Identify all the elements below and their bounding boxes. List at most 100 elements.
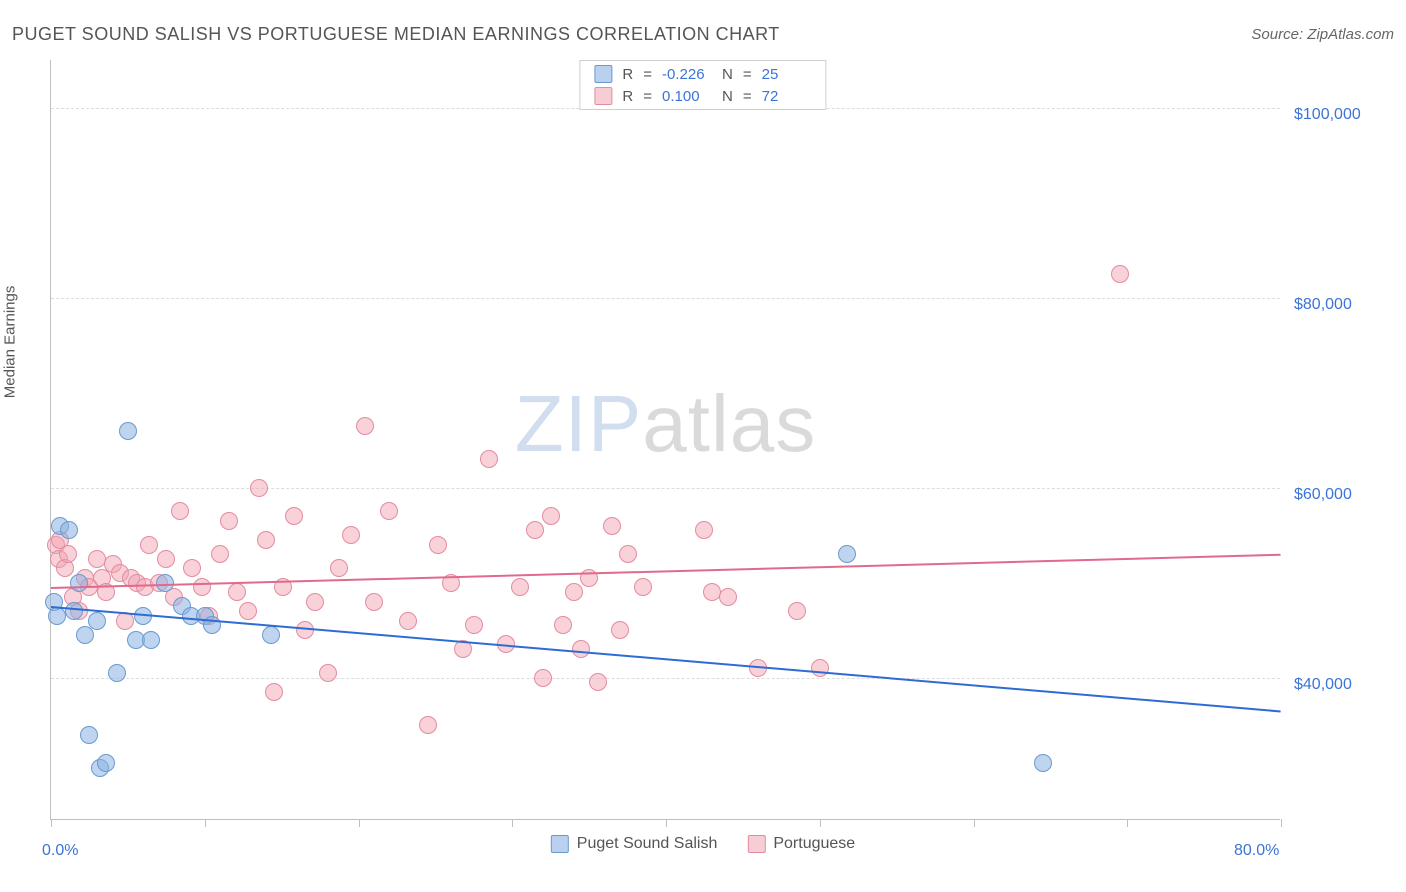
y-axis-label: Median Earnings [2, 286, 19, 399]
x-tick [1127, 819, 1128, 827]
data-point-pink [157, 550, 175, 568]
y-tick-label: $40,000 [1294, 676, 1352, 694]
data-point-blue [838, 545, 856, 563]
data-point-pink [211, 545, 229, 563]
n-value-pink: 72 [762, 88, 812, 105]
data-point-pink [319, 664, 337, 682]
data-point-blue [1034, 754, 1052, 772]
data-point-pink [695, 521, 713, 539]
x-tick [512, 819, 513, 827]
data-point-blue [97, 754, 115, 772]
data-point-pink [171, 502, 189, 520]
r-value-pink: 0.100 [662, 88, 712, 105]
data-point-pink [811, 659, 829, 677]
gridline [51, 298, 1280, 299]
data-point-pink [788, 602, 806, 620]
data-point-pink [257, 531, 275, 549]
watermark: ZIPatlas [515, 378, 816, 470]
data-point-pink [419, 716, 437, 734]
data-point-pink [239, 602, 257, 620]
data-point-pink [220, 512, 238, 530]
data-point-pink [465, 616, 483, 634]
data-point-blue [156, 574, 174, 592]
legend-item-blue: Puget Sound Salish [551, 835, 718, 853]
swatch-pink-icon [594, 87, 612, 105]
data-point-pink [228, 583, 246, 601]
data-point-blue [65, 602, 83, 620]
x-tick [820, 819, 821, 827]
data-point-blue [262, 626, 280, 644]
x-tick [666, 819, 667, 827]
legend-label-pink: Portuguese [773, 835, 855, 853]
stats-row-blue: R = -0.226 N = 25 [580, 63, 825, 85]
data-point-pink [511, 578, 529, 596]
data-point-pink [140, 536, 158, 554]
data-point-pink [572, 640, 590, 658]
data-point-pink [534, 669, 552, 687]
data-point-pink [719, 588, 737, 606]
data-point-blue [108, 664, 126, 682]
data-point-blue [80, 726, 98, 744]
gridline [51, 678, 1280, 679]
data-point-pink [603, 517, 621, 535]
y-tick-label: $100,000 [1294, 106, 1361, 124]
data-point-pink [365, 593, 383, 611]
r-value-blue: -0.226 [662, 66, 712, 83]
data-point-pink [356, 417, 374, 435]
data-point-pink [554, 616, 572, 634]
data-point-blue [142, 631, 160, 649]
data-point-pink [59, 545, 77, 563]
data-point-pink [306, 593, 324, 611]
data-point-pink [429, 536, 447, 554]
data-point-pink [1111, 265, 1129, 283]
data-point-blue [76, 626, 94, 644]
data-point-pink [526, 521, 544, 539]
data-point-pink [619, 545, 637, 563]
swatch-pink-icon [747, 835, 765, 853]
data-point-pink [193, 578, 211, 596]
data-point-pink [250, 479, 268, 497]
data-point-pink [565, 583, 583, 601]
n-value-blue: 25 [762, 66, 812, 83]
data-point-pink [589, 673, 607, 691]
x-tick [51, 819, 52, 827]
x-tick [205, 819, 206, 827]
x-tick-label: 80.0% [1234, 842, 1279, 860]
swatch-blue-icon [551, 835, 569, 853]
data-point-blue [60, 521, 78, 539]
data-point-pink [285, 507, 303, 525]
y-tick-label: $60,000 [1294, 486, 1352, 504]
data-point-pink [380, 502, 398, 520]
data-point-pink [342, 526, 360, 544]
data-point-blue [88, 612, 106, 630]
y-tick-label: $80,000 [1294, 296, 1352, 314]
x-tick [359, 819, 360, 827]
data-point-pink [480, 450, 498, 468]
source-label: Source: ZipAtlas.com [1251, 26, 1394, 43]
trend-line-pink [51, 554, 1281, 589]
stats-row-pink: R = 0.100 N = 72 [580, 85, 825, 107]
stats-legend: R = -0.226 N = 25 R = 0.100 N = 72 [579, 60, 826, 110]
legend-label-blue: Puget Sound Salish [577, 835, 718, 853]
legend-item-pink: Portuguese [747, 835, 855, 853]
chart-title: PUGET SOUND SALISH VS PORTUGUESE MEDIAN … [12, 24, 780, 45]
data-point-pink [399, 612, 417, 630]
trend-line-blue [51, 606, 1281, 712]
x-tick-label: 0.0% [42, 842, 78, 860]
data-point-pink [611, 621, 629, 639]
x-tick [974, 819, 975, 827]
data-point-blue [70, 574, 88, 592]
data-point-pink [542, 507, 560, 525]
header: PUGET SOUND SALISH VS PORTUGUESE MEDIAN … [12, 24, 1394, 45]
data-point-pink [183, 559, 201, 577]
swatch-blue-icon [594, 65, 612, 83]
data-point-pink [634, 578, 652, 596]
data-point-blue [48, 607, 66, 625]
series-legend: Puget Sound Salish Portuguese [551, 835, 855, 853]
data-point-pink [265, 683, 283, 701]
plot-area: ZIPatlas [50, 60, 1280, 820]
data-point-pink [330, 559, 348, 577]
gridline [51, 488, 1280, 489]
x-tick [1281, 819, 1282, 827]
data-point-blue [119, 422, 137, 440]
